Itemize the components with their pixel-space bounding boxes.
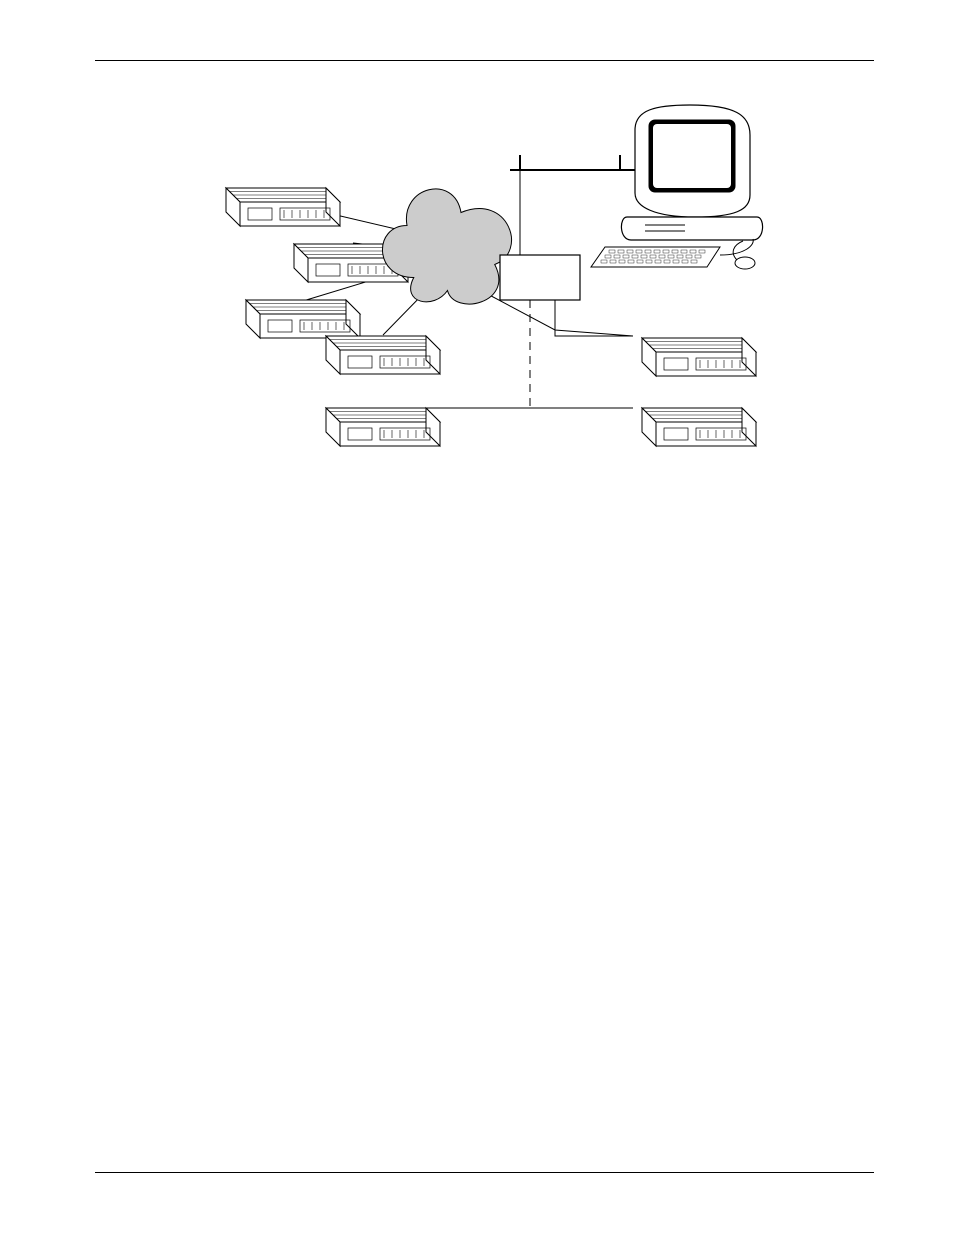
modem-mL1 (226, 188, 340, 226)
modem-mL4 (326, 336, 440, 374)
modem-mL5 (326, 408, 440, 446)
pc-pc (591, 105, 763, 269)
modem-mL3 (246, 300, 360, 338)
cloud-cloud (382, 189, 511, 304)
network-diagram (0, 0, 954, 1235)
modem-mR2 (642, 408, 756, 446)
modem-mR1 (642, 338, 756, 376)
box-box (500, 255, 580, 300)
page (0, 0, 954, 1235)
